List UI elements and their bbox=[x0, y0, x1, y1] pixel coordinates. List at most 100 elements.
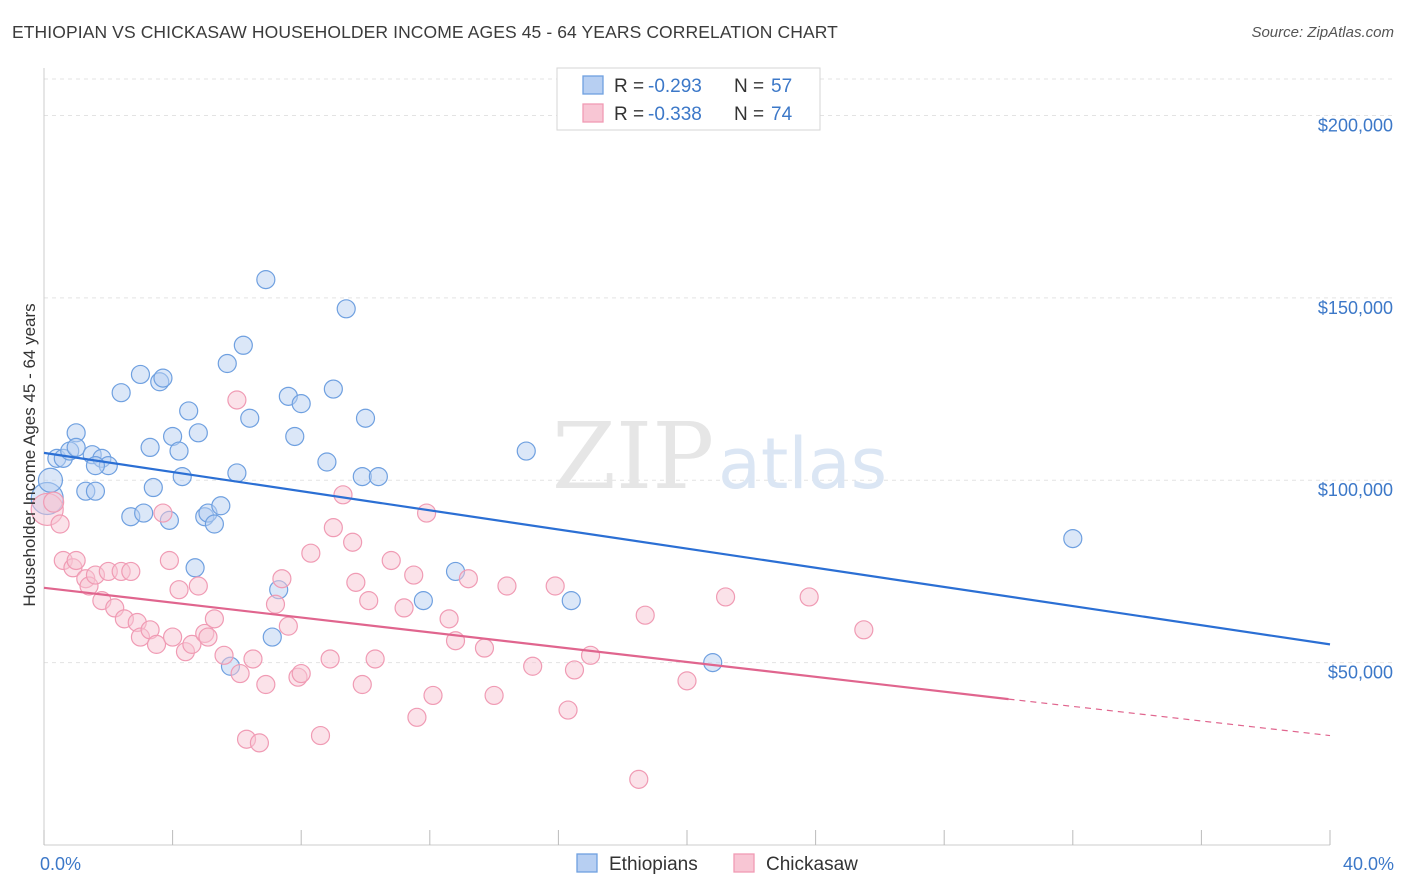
chickasaw-point-36 bbox=[265, 594, 286, 614]
chickasaw-point-73 bbox=[854, 620, 874, 640]
ethiopians-point-6 bbox=[66, 437, 86, 458]
chickasaw-point-42 bbox=[310, 725, 331, 746]
source-label: Source: ZipAtlas.com bbox=[1251, 24, 1394, 41]
chickasaw-point-38 bbox=[278, 616, 298, 636]
chickasaw-point-50 bbox=[365, 649, 385, 669]
legend-swatch-chickasaw bbox=[582, 103, 604, 123]
chickasaw-point-48 bbox=[352, 674, 372, 695]
chickasaw-point-45 bbox=[333, 485, 353, 505]
watermark-zip: ZIP bbox=[552, 403, 714, 510]
ethiopians-point-53 bbox=[703, 653, 723, 673]
y-tick-label-1: $100,000 bbox=[1318, 480, 1393, 500]
ethiopians-point-36 bbox=[240, 408, 260, 428]
chickasaw-point-31 bbox=[230, 663, 250, 684]
chickasaw-point-56 bbox=[423, 685, 443, 706]
bottom-legend-ethiopians: Ethiopians bbox=[609, 854, 698, 875]
chickasaw-point-55 bbox=[407, 707, 427, 727]
legend-n-label-1: N = bbox=[734, 76, 764, 97]
chickasaw-point-54 bbox=[416, 503, 437, 523]
ethiopians-point-49 bbox=[413, 591, 433, 611]
ethiopians-point-13 bbox=[111, 383, 131, 403]
ethiopians-point-47 bbox=[355, 408, 376, 428]
chickasaw-point-47 bbox=[346, 572, 366, 592]
chickasaw-point-68 bbox=[629, 769, 649, 789]
ethiopians-point-42 bbox=[291, 394, 311, 414]
legend-top: R = -0.293 N = 57 R = -0.338 N = 74 bbox=[556, 67, 821, 131]
ethiopians-point-17 bbox=[140, 437, 160, 458]
ethiopians-point-30 bbox=[204, 514, 224, 534]
chickasaw-point-40 bbox=[291, 663, 311, 684]
chickasaw-point-46 bbox=[343, 532, 363, 552]
ethiopians-point-33 bbox=[217, 353, 237, 374]
bottom-legend-chickasaw: Chickasaw bbox=[766, 854, 858, 875]
legend-n-value-2: 74 bbox=[771, 104, 793, 125]
chickasaw-point-20 bbox=[159, 550, 179, 571]
chickasaw-point-35 bbox=[256, 674, 276, 695]
chickasaw-point-57 bbox=[439, 609, 459, 629]
legend-n-label-2: N = bbox=[734, 104, 764, 125]
tick-labels: $50,000 $100,000 $150,000 $200,000 0.0% 40.0% bbox=[40, 115, 1394, 874]
ethiopians-point-26 bbox=[185, 558, 205, 578]
chickasaw-point-18 bbox=[146, 634, 167, 654]
trend-lines bbox=[43, 451, 1331, 737]
ethiopians-point-24 bbox=[172, 466, 192, 487]
legend-swatch-ethiopians bbox=[582, 75, 604, 95]
ethiopians-point-44 bbox=[323, 379, 343, 399]
chickasaw-point-33 bbox=[243, 649, 263, 669]
chickasaw-point-41 bbox=[301, 543, 321, 563]
chickasaw-point-24 bbox=[182, 634, 202, 654]
ethiopians-point-51 bbox=[516, 441, 536, 461]
ethiopians-point-31 bbox=[211, 496, 231, 516]
chickasaw-point-27 bbox=[198, 627, 218, 647]
y-tick-label-0: $50,000 bbox=[1328, 663, 1393, 683]
chickasaw-point-69 bbox=[635, 605, 655, 625]
ethiopians-point-23 bbox=[169, 441, 189, 461]
chickasaw-point-14 bbox=[121, 561, 141, 582]
chickasaw-point-22 bbox=[169, 580, 189, 600]
ethiopians-point-46 bbox=[352, 466, 372, 487]
chickasaw-point-72 bbox=[799, 587, 819, 607]
ethiopians-point-48 bbox=[368, 466, 388, 487]
ethiopians-point-41 bbox=[285, 426, 305, 447]
chickasaw-point-52 bbox=[394, 598, 414, 618]
chickasaw-point-49 bbox=[359, 591, 379, 611]
legend-r-label-2: R = bbox=[614, 104, 644, 125]
ethiopians-point-25 bbox=[179, 401, 199, 421]
ethiopians-trend-line bbox=[43, 451, 1331, 646]
chickasaw-point-2 bbox=[50, 514, 70, 534]
y-axis-label: Householder Income Ages 45 - 64 years bbox=[20, 303, 39, 606]
chickasaw-point-53 bbox=[404, 565, 424, 585]
ethiopians-point-34 bbox=[227, 463, 247, 483]
chickasaw-point-64 bbox=[545, 576, 565, 596]
bottom-legend-swatch-chickasaw bbox=[733, 853, 755, 873]
ethiopians-point-45 bbox=[336, 299, 356, 319]
y-tick-label-2: $150,000 bbox=[1318, 298, 1393, 318]
chickasaw-point-25 bbox=[188, 576, 208, 596]
x-tick-label-0: 0.0% bbox=[40, 854, 81, 874]
chickasaw-point-65 bbox=[558, 700, 578, 720]
chickasaw-point-28 bbox=[204, 609, 224, 629]
chickasaw-point-29 bbox=[214, 645, 234, 665]
chickasaw-point-70 bbox=[677, 671, 697, 691]
chickasaw-point-44 bbox=[323, 518, 343, 538]
legend-bottom: Ethiopians Chickasaw bbox=[576, 853, 858, 875]
ethiopians-point-20 bbox=[153, 368, 173, 388]
bottom-legend-swatch-ethiopians bbox=[576, 853, 598, 873]
ethiopians-point-27 bbox=[188, 423, 208, 443]
ethiopians-point-54 bbox=[1063, 528, 1083, 549]
chickasaw-point-30 bbox=[227, 390, 247, 410]
ethiopians-point-15 bbox=[130, 364, 151, 385]
chickasaw-point-60 bbox=[474, 638, 495, 658]
chickasaw-point-19 bbox=[153, 503, 173, 523]
ethiopians-point-37 bbox=[256, 270, 276, 290]
ethiopians-point-38 bbox=[262, 627, 282, 647]
ethiopians-point-9 bbox=[85, 481, 106, 501]
chickasaw-point-37 bbox=[272, 569, 292, 589]
ethiopians-point-18 bbox=[143, 477, 163, 498]
ethiopians-point-16 bbox=[134, 503, 154, 523]
legend-r-label-1: R = bbox=[614, 76, 644, 97]
chickasaw-point-43 bbox=[320, 649, 340, 669]
y-tick-label-3: $200,000 bbox=[1318, 115, 1393, 135]
axes bbox=[43, 68, 1331, 846]
